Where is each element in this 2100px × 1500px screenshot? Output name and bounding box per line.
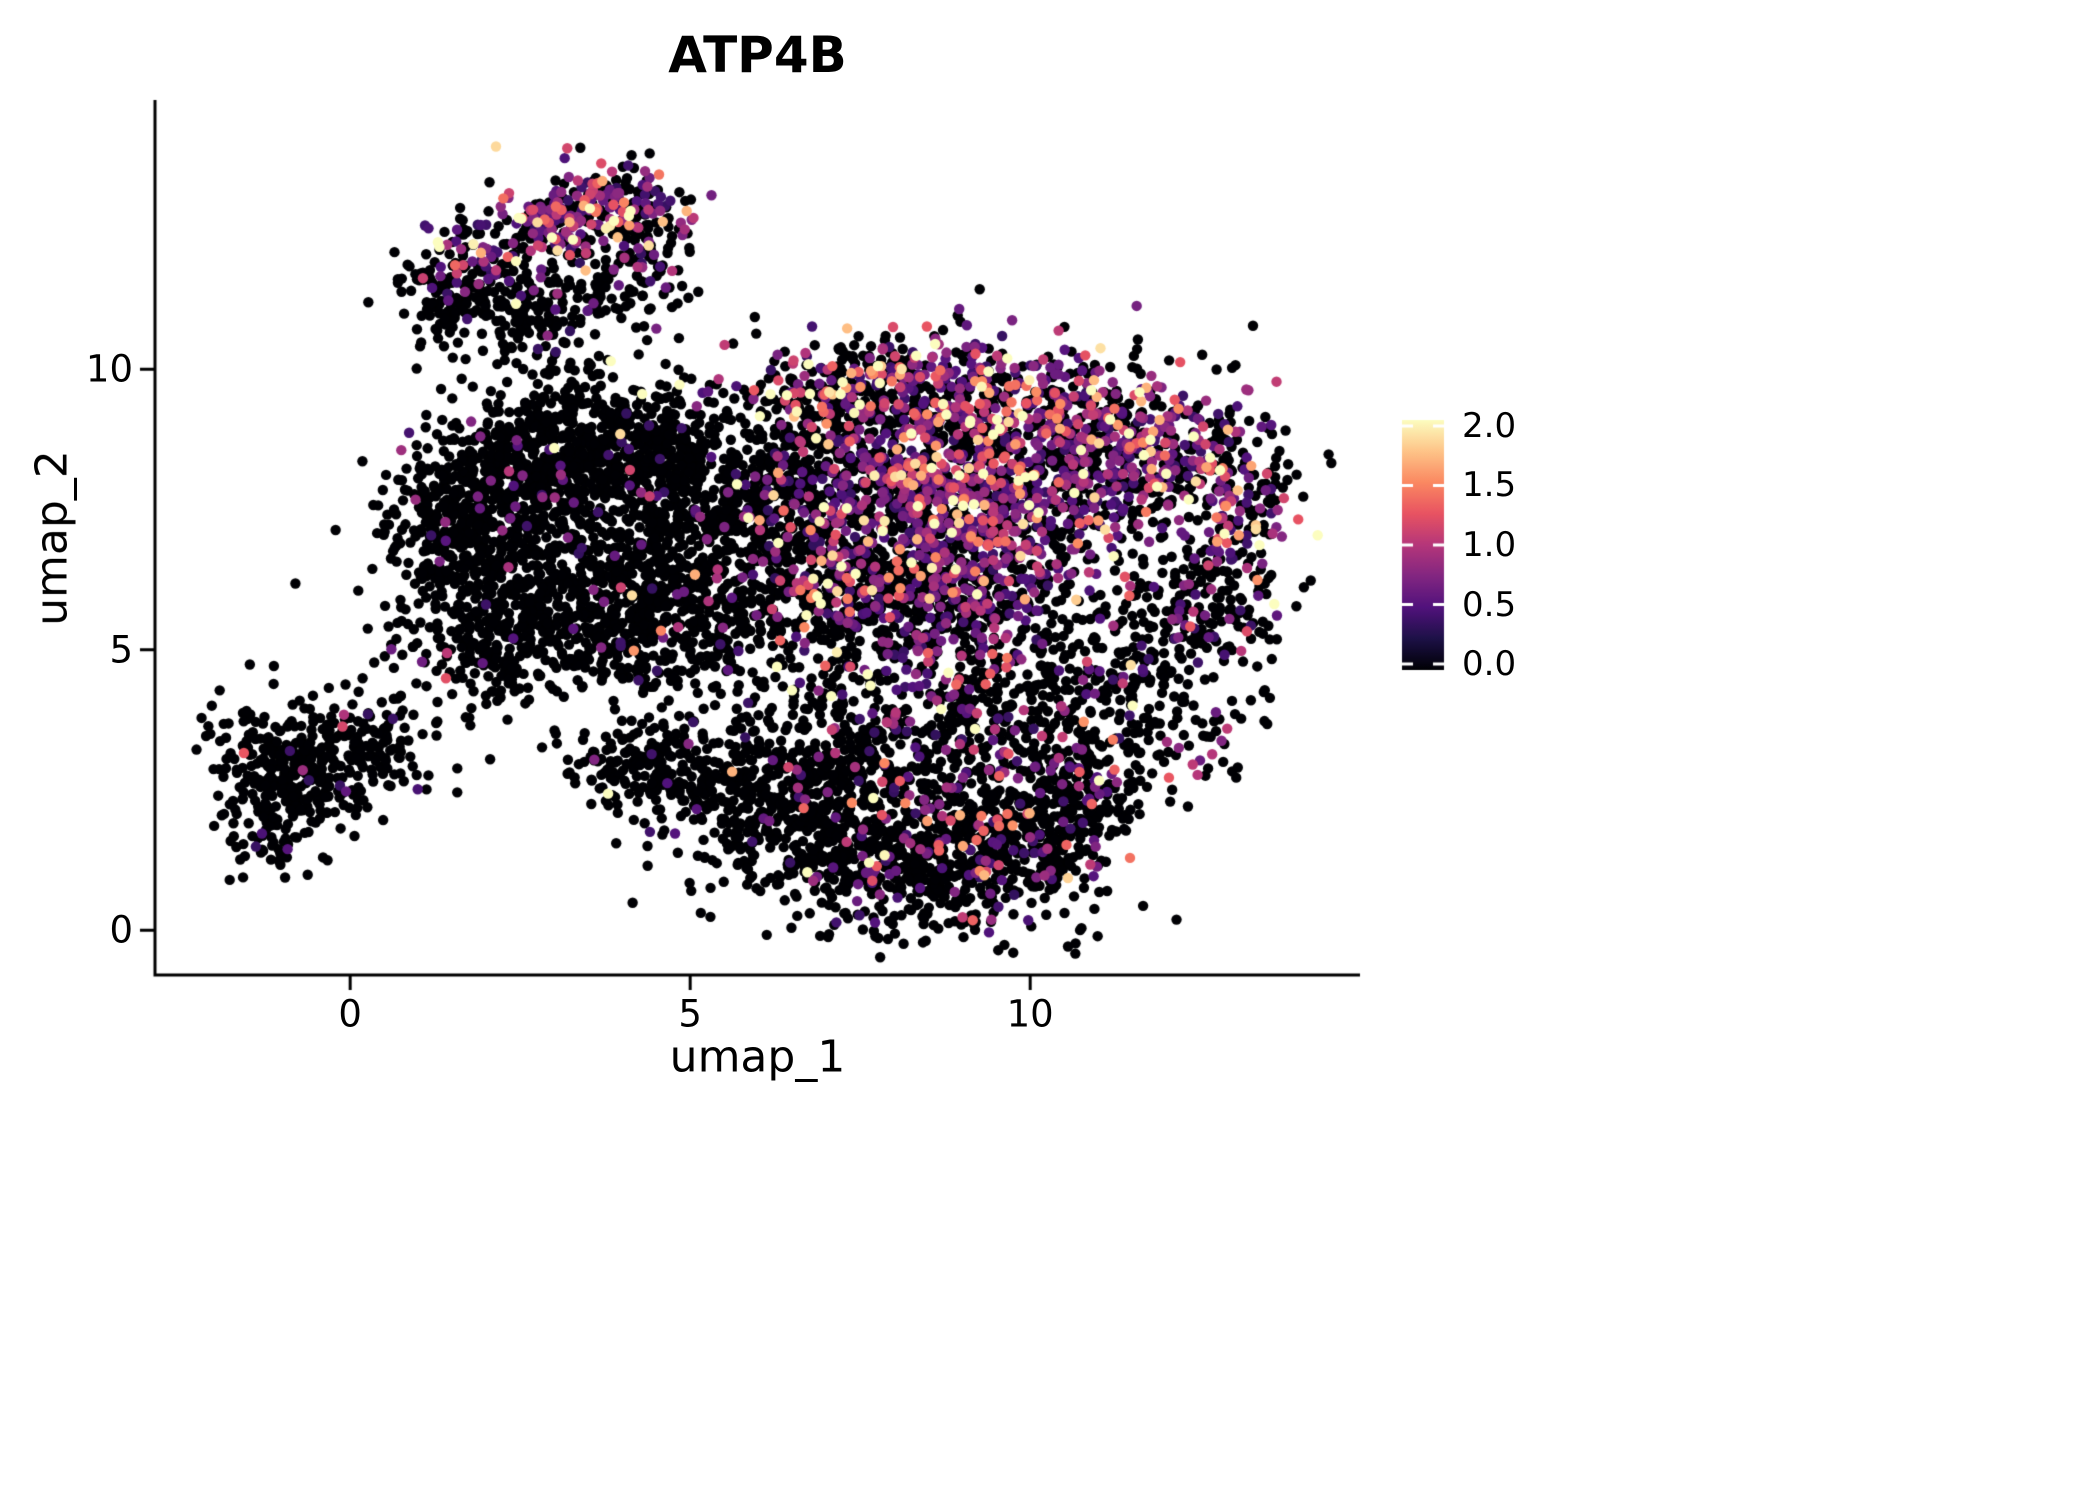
x-axis-title: umap_1 [669, 1031, 846, 1083]
x-tick-label-0: 0 [338, 992, 362, 1036]
x-tick-label-10: 10 [1006, 992, 1054, 1036]
colorbar-label-2.0: 2.0 [1462, 405, 1517, 446]
y-axis-title: umap_2 [26, 449, 78, 626]
colorbar-label-0.0: 0.0 [1462, 644, 1517, 685]
colorbar-label-1.5: 1.5 [1462, 465, 1517, 506]
colorbar-label-0.5: 0.5 [1462, 584, 1517, 625]
y-tick-label-10: 10 [85, 347, 133, 391]
plot-title: ATP4B [668, 26, 847, 84]
x-tick-label-5: 5 [678, 992, 702, 1036]
y-tick-label-5: 5 [109, 628, 133, 672]
y-tick-label-0: 0 [109, 908, 133, 952]
colorbar-label-1.0: 1.0 [1462, 525, 1517, 565]
